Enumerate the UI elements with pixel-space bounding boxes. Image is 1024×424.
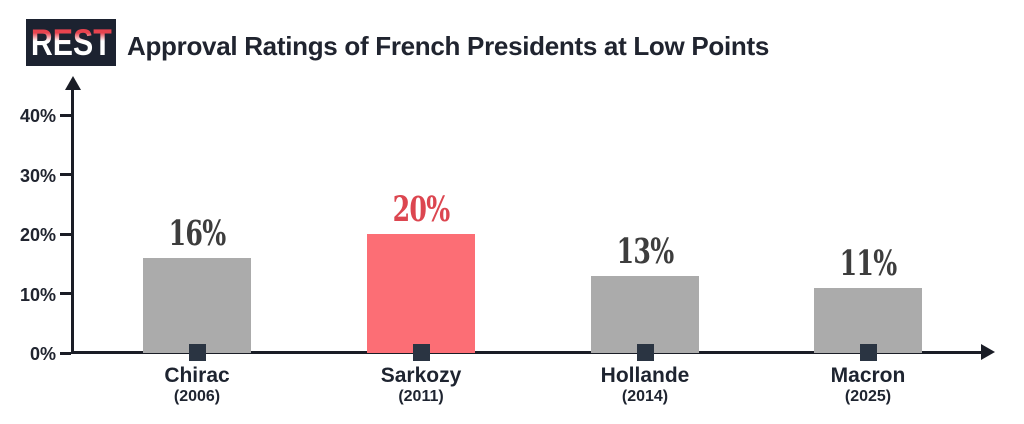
y-tick-label: 10% (19, 284, 56, 305)
bar-chirac (143, 257, 251, 353)
bar-value-label: 20% (392, 189, 451, 230)
category-name: Macron (830, 364, 906, 387)
category-name: Hollande (600, 364, 690, 387)
bar-sarkozy (367, 234, 475, 353)
category-label: Macron (2025) (774, 364, 962, 408)
category-name: Chirac (164, 364, 230, 387)
chart-title: Approval Ratings of French Presidents at… (127, 31, 770, 61)
category-year: (2014) (621, 388, 669, 406)
y-tick-mark (60, 113, 71, 117)
y-tick-label: 20% (19, 225, 56, 245)
y-tick-mark (60, 232, 71, 236)
y-tick-mark (60, 351, 71, 355)
category-year: (2025) (844, 388, 892, 406)
bar-macron (814, 287, 922, 353)
category-name: Sarkozy (380, 364, 462, 387)
bar-base-marker-icon (188, 344, 206, 361)
category-year: (2011) (398, 388, 444, 406)
bar-group-chirac: 16% Chirac (2006) (143, 0, 251, 424)
y-tick-mark (60, 292, 71, 295)
bar-group-sarkozy: 20% Sarkozy (2011) (367, 0, 475, 424)
bar-group-macron: 11% Macron (2025) (814, 0, 922, 424)
bar-value-label: 16% (168, 212, 227, 254)
y-tick-label: 30% (19, 165, 56, 186)
y-axis-line (71, 88, 74, 354)
rest-logo: REST (27, 20, 115, 65)
category-year: (2006) (173, 388, 221, 406)
x-axis-arrow-icon (981, 344, 995, 360)
y-axis-arrow-icon (65, 76, 81, 90)
category-label: Sarkozy (2011) (327, 364, 515, 408)
bar-value-label: 13% (616, 230, 675, 272)
y-tick-mark (60, 173, 71, 176)
bar-base-marker-icon (412, 344, 430, 361)
category-label: Chirac (2006) (103, 364, 291, 408)
bar-group-hollande: 13% Hollande (2014) (591, 0, 699, 424)
x-axis-line (71, 351, 983, 354)
rest-logo-text: REST (30, 22, 112, 63)
y-tick-label: 40% (19, 106, 56, 126)
bar-hollande (591, 275, 699, 353)
category-label: Hollande (2014) (551, 364, 739, 408)
bar-base-marker-icon (636, 344, 654, 361)
bar-base-marker-icon (859, 344, 877, 361)
bar-value-label: 11% (839, 242, 898, 284)
y-tick-label: 0% (29, 344, 56, 364)
